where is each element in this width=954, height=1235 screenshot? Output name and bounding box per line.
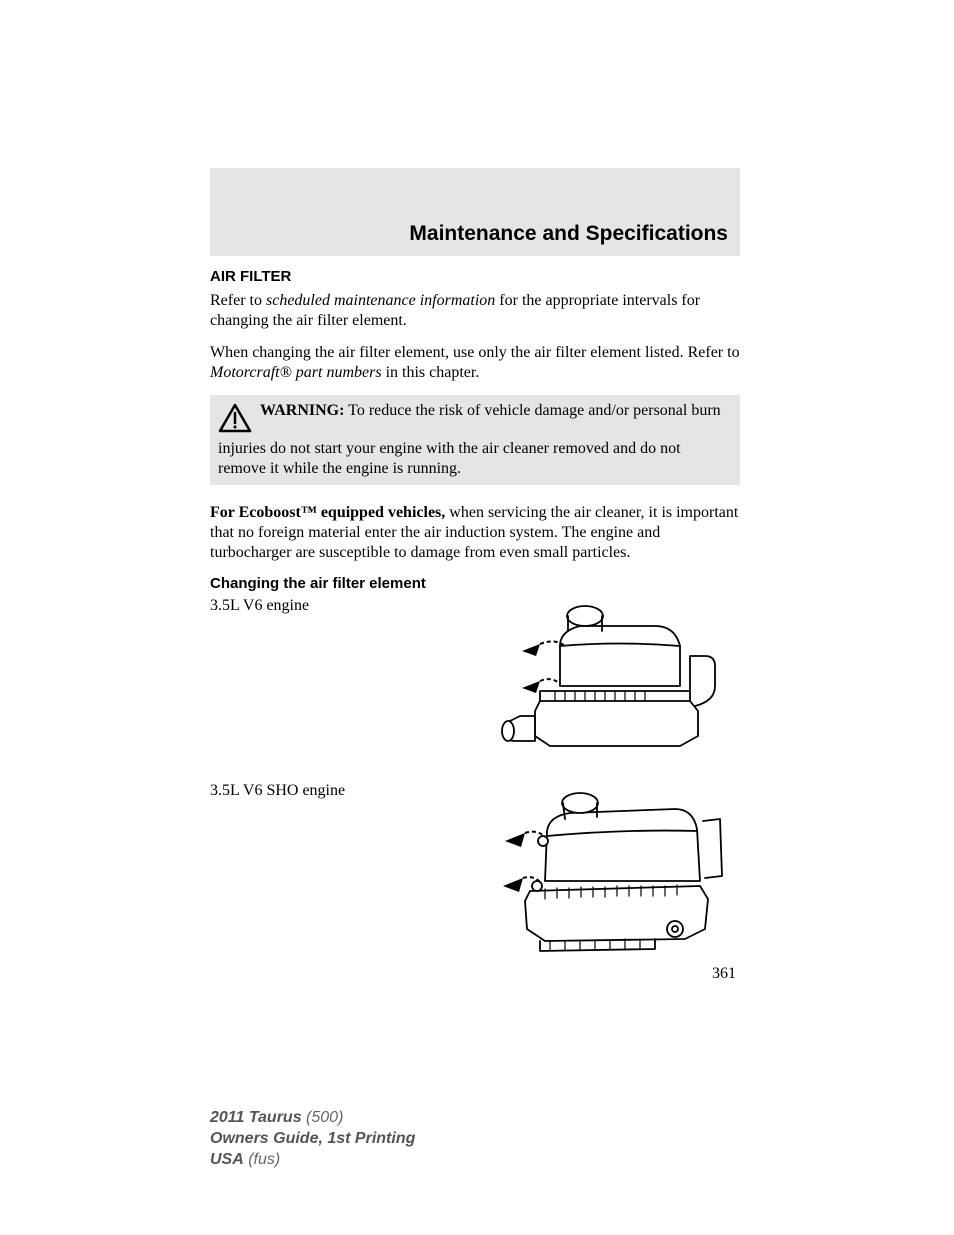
footer-line-1: 2011 Taurus (500): [210, 1108, 415, 1129]
p3-bold: For Ecoboost™ equipped vehicles,: [210, 504, 445, 521]
page-title: Maintenance and Specifications: [409, 222, 728, 246]
section-heading: AIR FILTER: [210, 268, 740, 285]
footer-line-3: USA (fus): [210, 1150, 415, 1171]
sub-heading: Changing the air filter element: [210, 575, 740, 592]
content-area: AIR FILTER Refer to scheduled maintenanc…: [210, 268, 740, 976]
figure-row-1: 3.5L V6 engine: [210, 596, 740, 771]
footer-region-code: (fus): [244, 1151, 280, 1168]
air-filter-figure-2: [470, 781, 740, 966]
warning-icon: [218, 403, 252, 439]
p2-text-b: in this chapter.: [382, 364, 480, 381]
paragraph-1: Refer to scheduled maintenance informati…: [210, 291, 740, 331]
footer: 2011 Taurus (500) Owners Guide, 1st Prin…: [210, 1108, 415, 1170]
warning-label: WARNING:: [260, 402, 344, 419]
footer-model: 2011 Taurus: [210, 1109, 302, 1126]
figure-row-2: 3.5L V6 SHO engine: [210, 781, 740, 966]
engine-label-2: 3.5L V6 SHO engine: [210, 781, 470, 802]
p2-text-a: When changing the air filter element, us…: [210, 344, 740, 361]
p1-italic: scheduled maintenance information: [266, 292, 495, 309]
paragraph-2: When changing the air filter element, us…: [210, 343, 740, 383]
paragraph-3: For Ecoboost™ equipped vehicles, when se…: [210, 503, 740, 563]
warning-box: WARNING: To reduce the risk of vehicle d…: [210, 395, 740, 485]
engine-label-1: 3.5L V6 engine: [210, 596, 470, 617]
footer-model-code: (500): [302, 1109, 344, 1126]
header-banner: Maintenance and Specifications: [210, 168, 740, 256]
footer-line-2: Owners Guide, 1st Printing: [210, 1129, 415, 1150]
p1-text-a: Refer to: [210, 292, 266, 309]
page-number: 361: [712, 965, 736, 983]
air-filter-figure-1: [470, 596, 740, 771]
p2-italic: Motorcraft® part numbers: [210, 364, 382, 381]
footer-region: USA: [210, 1151, 244, 1168]
